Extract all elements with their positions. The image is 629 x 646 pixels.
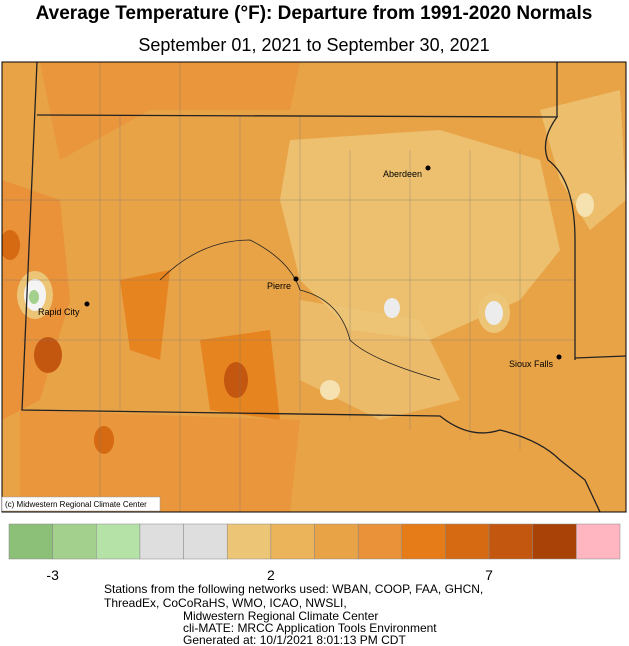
- copyright-box: [1, 496, 161, 512]
- city-label: Pierre: [267, 281, 291, 291]
- city-label: Rapid City: [38, 307, 80, 317]
- legend-swatch: [8, 523, 53, 560]
- footer-line: ThreadEx, CoCoRaHS, WMO, ICAO, NWSLI,: [104, 596, 347, 610]
- legend: -3 2 7: [8, 523, 621, 583]
- legend-label: 2: [267, 567, 275, 583]
- legend-swatch: [270, 523, 315, 560]
- footer-line: Stations from the following networks use…: [104, 582, 483, 596]
- city-dot: [293, 276, 299, 282]
- footer-line: cli-MATE: MRCC Application Tools Environ…: [183, 621, 437, 635]
- footer-line: Midwestern Regional Climate Center: [183, 609, 378, 623]
- legend-swatch: [532, 523, 577, 560]
- legend-swatch: [52, 523, 97, 560]
- subtitle: September 01, 2021 to September 30, 2021: [138, 35, 489, 55]
- city-dot: [425, 165, 431, 171]
- legend-label: -3: [46, 567, 59, 583]
- city-dot: [84, 301, 90, 307]
- legend-swatch: [96, 523, 141, 560]
- city-label: Aberdeen: [383, 169, 422, 179]
- legend-label: 7: [485, 567, 493, 583]
- footer: Stations from the following networks use…: [104, 582, 483, 646]
- map: Aberdeen Pierre Rapid City Sioux Falls (…: [1, 61, 627, 513]
- legend-swatch: [357, 523, 403, 560]
- legend-swatch: [139, 523, 184, 560]
- legend-swatch: [488, 523, 533, 560]
- legend-swatch: [314, 523, 359, 560]
- title: Average Temperature (°F): Departure from…: [36, 3, 593, 24]
- city-label: Sioux Falls: [509, 359, 554, 369]
- legend-swatch: [576, 523, 621, 560]
- legend-swatch: [183, 523, 228, 560]
- legend-swatch: [401, 523, 446, 560]
- legend-swatch: [226, 523, 272, 560]
- legend-swatch: [445, 523, 490, 560]
- footer-line: Generated at: 10/1/2021 8:01:13 PM CDT: [183, 633, 406, 646]
- copyright: (c) Midwestern Regional Climate Center: [5, 500, 147, 509]
- city-dot: [556, 354, 562, 360]
